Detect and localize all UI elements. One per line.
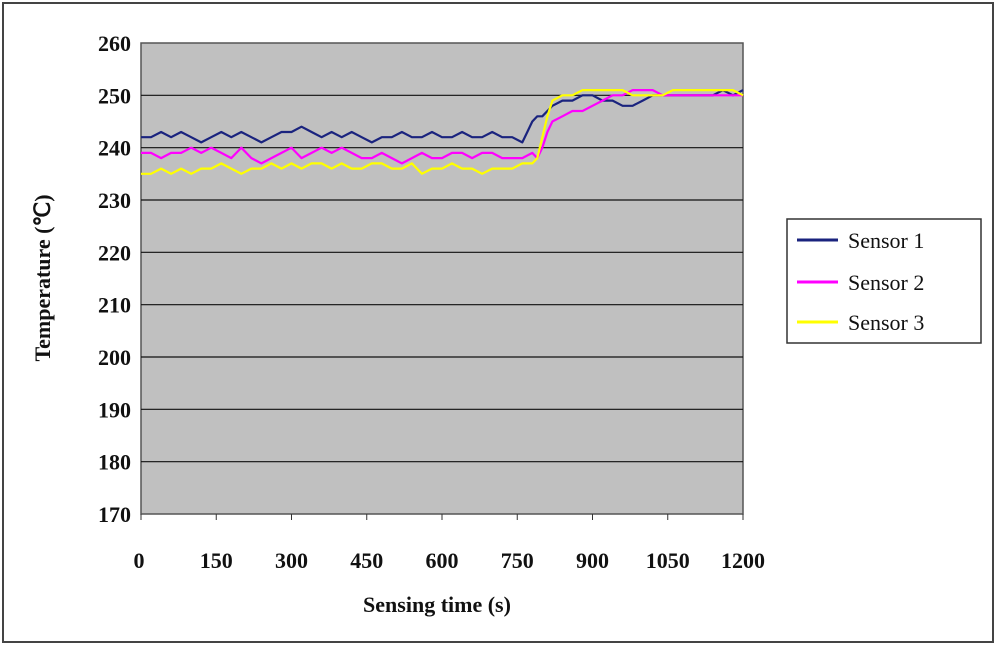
y-tick-label: 210 [98,293,131,318]
series-line-sensor-2 [141,88,743,165]
x-tick-label: 900 [576,548,609,573]
y-axis-title: Temperature (℃) [30,194,55,361]
y-tick-label: 240 [98,136,131,161]
series-line-sensor-3 [141,88,744,175]
y-tick-label: 180 [98,450,131,475]
x-tick-label: 300 [275,548,308,573]
y-tick-label: 220 [98,240,131,265]
x-tick-label: 150 [200,548,233,573]
series-lines [141,88,744,175]
y-tick-label: 260 [98,31,131,56]
legend-label-sensor-2: Sensor 2 [848,270,924,295]
x-tick-label: 0 [134,548,145,573]
y-tick-label: 200 [98,345,131,370]
y-tick-label: 250 [98,83,131,108]
series-line-sensor-1 [141,88,744,144]
x-axis-title: Sensing time (s) [363,592,511,617]
y-tick-labels: 170 180 190 200 210 220 230 240 250 260 [98,31,131,527]
legend: Sensor 1 Sensor 2 Sensor 3 [786,218,982,344]
x-tick-label: 1050 [646,548,690,573]
legend-label-sensor-1: Sensor 1 [848,228,924,253]
gridlines [141,94,743,463]
x-tick-label: 600 [426,548,459,573]
x-tick-label: 1200 [721,548,765,573]
y-tick-label: 190 [98,397,131,422]
plot-area [140,42,744,515]
x-tick-label: 450 [350,548,383,573]
y-tick-label: 230 [98,188,131,213]
x-tick-labels: 0 150 300 450 600 750 900 1050 1200 [134,514,765,573]
y-tick-label: 170 [98,502,131,527]
legend-label-sensor-3: Sensor 3 [848,310,924,335]
x-tick-label: 750 [501,548,534,573]
